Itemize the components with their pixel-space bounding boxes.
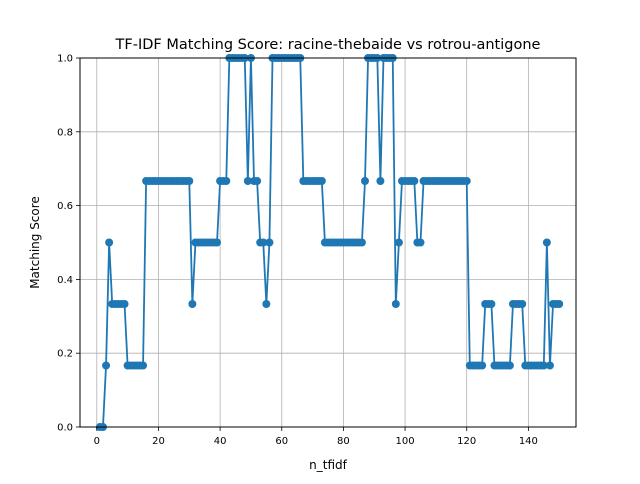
x-tick-label: 0	[94, 436, 100, 447]
x-tick-label: 120	[457, 436, 476, 447]
x-tick-label: 20	[152, 436, 165, 447]
chart-title: TF-IDF Matching Score: racine-thebaide v…	[115, 37, 541, 53]
data-point	[478, 361, 487, 370]
y-tick-label: 0.0	[57, 423, 73, 434]
x-tick-label: 40	[214, 436, 227, 447]
data-point	[462, 176, 471, 185]
data-point	[259, 238, 268, 247]
y-tick-label: 1.0	[57, 54, 73, 65]
y-tick-label: 0.4	[57, 275, 73, 286]
data-point	[539, 361, 548, 370]
data-point	[518, 300, 527, 309]
data-point	[139, 361, 148, 370]
data-point	[394, 238, 403, 247]
data-point	[391, 300, 400, 309]
y-axis-label: Matching Score	[28, 196, 42, 289]
data-point	[222, 176, 231, 185]
data-point	[545, 361, 554, 370]
data-point	[120, 300, 129, 309]
y-axis: 0.0 0.2 0.4 0.6 0.8 1.0	[57, 54, 80, 434]
y-tick-label: 0.6	[57, 201, 73, 212]
data-point	[253, 176, 262, 185]
data-point	[265, 238, 274, 247]
data-point	[542, 238, 551, 247]
data-point	[410, 176, 419, 185]
data-point	[105, 238, 114, 247]
data-point	[360, 176, 369, 185]
x-tick-label: 60	[275, 436, 288, 447]
x-tick-label: 80	[337, 436, 350, 447]
data-point	[487, 300, 496, 309]
data-point	[185, 176, 194, 185]
data-point	[188, 300, 197, 309]
data-point	[243, 176, 252, 185]
x-tick-label: 140	[519, 436, 538, 447]
data-point	[213, 238, 222, 247]
plot-frame	[79, 57, 577, 428]
data-point	[505, 361, 514, 370]
data-point	[317, 176, 326, 185]
data-point	[376, 176, 385, 185]
x-axis-label: n_tfidf	[309, 458, 347, 472]
x-axis: 0 20 40 60 80 100 120 140	[94, 427, 538, 447]
y-tick-label: 0.8	[57, 127, 73, 138]
data-point	[262, 300, 271, 309]
x-tick-label: 100	[396, 436, 415, 447]
data-point	[102, 361, 111, 370]
data-point	[555, 300, 564, 309]
data-point	[357, 238, 366, 247]
data-point	[416, 238, 425, 247]
y-tick-label: 0.2	[57, 349, 73, 360]
